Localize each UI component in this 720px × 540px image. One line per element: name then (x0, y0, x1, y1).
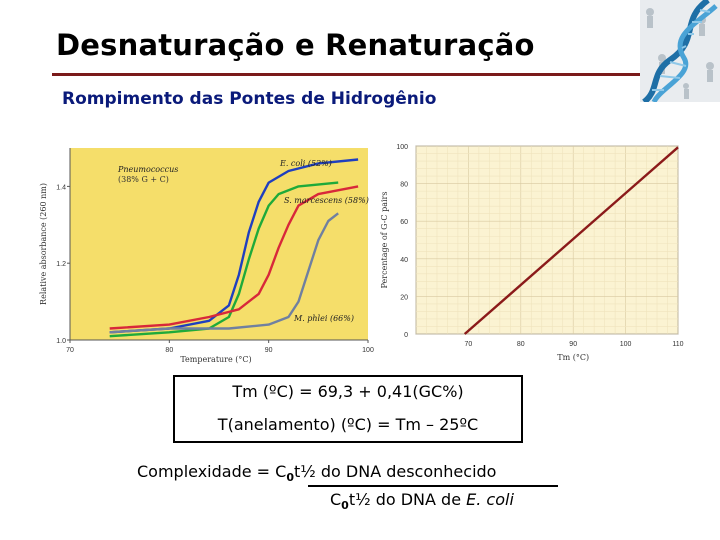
x-tick-label: 90 (265, 347, 273, 354)
y-tick-label: 60 (400, 219, 408, 226)
melting-curves-chart: 70 80 90 100 1.0 1.2 1.4 Temperature (°C) Relati… (38, 140, 378, 368)
y-tick-label: 1.2 (56, 261, 66, 268)
x-axis-label: Tm (°C) (557, 353, 589, 362)
title-underline (52, 73, 648, 76)
y-tick-label: 80 (400, 182, 408, 189)
complexity-denominator: C0t½ do DNA de E. coli (330, 490, 514, 512)
series-line-0 (109, 158, 359, 334)
x-tick-label: 80 (165, 347, 173, 354)
x-tick-label: 70 (66, 347, 74, 354)
y-tick-label: 1.4 (56, 184, 66, 191)
series-line-0 (463, 146, 679, 335)
fraction-bar (308, 485, 558, 487)
y-tick-label: 0 (404, 332, 408, 339)
formula-box: Tm (ºC) = 69,3 + 0,41(GC%) T(anelamento)… (173, 375, 523, 443)
series-label-1-sub: (38% G + C) (118, 175, 169, 184)
x-tick-label: 90 (569, 341, 577, 348)
x-tick-label: 110 (672, 341, 683, 348)
complexity-lhs: Complexidade = C (137, 462, 287, 481)
tm-formula: Tm (ºC) = 69,3 + 0,41(GC%) (232, 382, 464, 401)
series-line-3 (109, 212, 339, 334)
annealing-formula: T(anelamento) (ºC) = Tm – 25ºC (217, 415, 479, 434)
x-tick-label: 100 (362, 347, 374, 354)
series-label-3: M. phlei (66%) (293, 314, 354, 323)
plot-area (70, 148, 368, 340)
x-tick-label: 100 (620, 341, 632, 348)
dna-helix-image (640, 0, 720, 105)
denominator-c: C (330, 490, 342, 509)
page-title: Desnaturação e Renaturação (56, 28, 535, 62)
series-label-1: Pneumococcus (117, 165, 178, 174)
subscript-zero-2: 0 (341, 499, 349, 513)
gc-vs-tm-chart: 70 80 90 100 110 0 20 40 60 80 100 Tm (°C) Percentag… (378, 138, 688, 366)
y-tick-label: 1.0 (56, 338, 66, 345)
y-tick-label: 40 (400, 257, 408, 264)
complexity-num-text: t½ do DNA desconhecido (294, 462, 497, 481)
complexity-numerator: Complexidade = C0t½ do DNA desconhecido (137, 462, 496, 484)
plot-area (415, 145, 679, 335)
y-tick-label: 20 (400, 294, 408, 301)
x-tick-label: 70 (465, 341, 473, 348)
series-label-0: E. coli (52%) (279, 159, 332, 168)
series-line-2 (109, 185, 359, 330)
subscript-zero: 0 (286, 471, 294, 485)
y-tick-label: 100 (396, 144, 408, 151)
denominator-text: t½ do DNA de (348, 490, 467, 509)
x-axis-label: Temperature (°C) (180, 355, 251, 364)
series-label-2: S. marcescens (58%) (284, 196, 369, 205)
x-tick-label: 80 (517, 341, 525, 348)
ecoli-italic: E. coli (466, 490, 514, 509)
y-axis-label: Relative absorbance (260 nm) (39, 183, 48, 305)
y-axis-label: Percentage of G-C pairs (380, 192, 389, 289)
subtitle: Rompimento das Pontes de Hidrogênio (62, 89, 437, 109)
series-line-1 (109, 181, 339, 338)
